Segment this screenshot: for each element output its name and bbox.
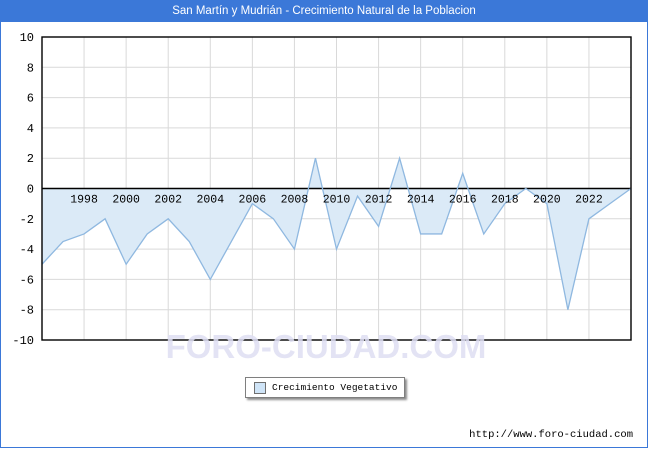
svg-text:8: 8 bbox=[27, 61, 34, 75]
svg-text:2002: 2002 bbox=[154, 194, 182, 207]
svg-text:2000: 2000 bbox=[112, 194, 140, 207]
svg-text:2010: 2010 bbox=[323, 194, 351, 207]
svg-text:-10: -10 bbox=[12, 334, 34, 348]
svg-text:2016: 2016 bbox=[449, 194, 477, 207]
svg-text:2004: 2004 bbox=[196, 194, 224, 207]
svg-text:-4: -4 bbox=[20, 243, 34, 257]
svg-text:2022: 2022 bbox=[575, 194, 603, 207]
svg-text:2014: 2014 bbox=[407, 194, 435, 207]
svg-text:1998: 1998 bbox=[70, 194, 98, 207]
svg-text:4: 4 bbox=[27, 122, 34, 136]
svg-text:2020: 2020 bbox=[533, 194, 561, 207]
svg-text:10: 10 bbox=[20, 31, 34, 45]
svg-text:2006: 2006 bbox=[239, 194, 267, 207]
svg-text:6: 6 bbox=[27, 92, 34, 106]
svg-text:-6: -6 bbox=[20, 273, 34, 287]
svg-text:2: 2 bbox=[27, 152, 34, 166]
svg-text:2018: 2018 bbox=[491, 194, 519, 207]
svg-text:0: 0 bbox=[27, 183, 34, 197]
svg-text:-8: -8 bbox=[20, 304, 34, 318]
svg-text:2012: 2012 bbox=[365, 194, 393, 207]
svg-text:-2: -2 bbox=[20, 213, 34, 227]
svg-text:2008: 2008 bbox=[281, 194, 309, 207]
